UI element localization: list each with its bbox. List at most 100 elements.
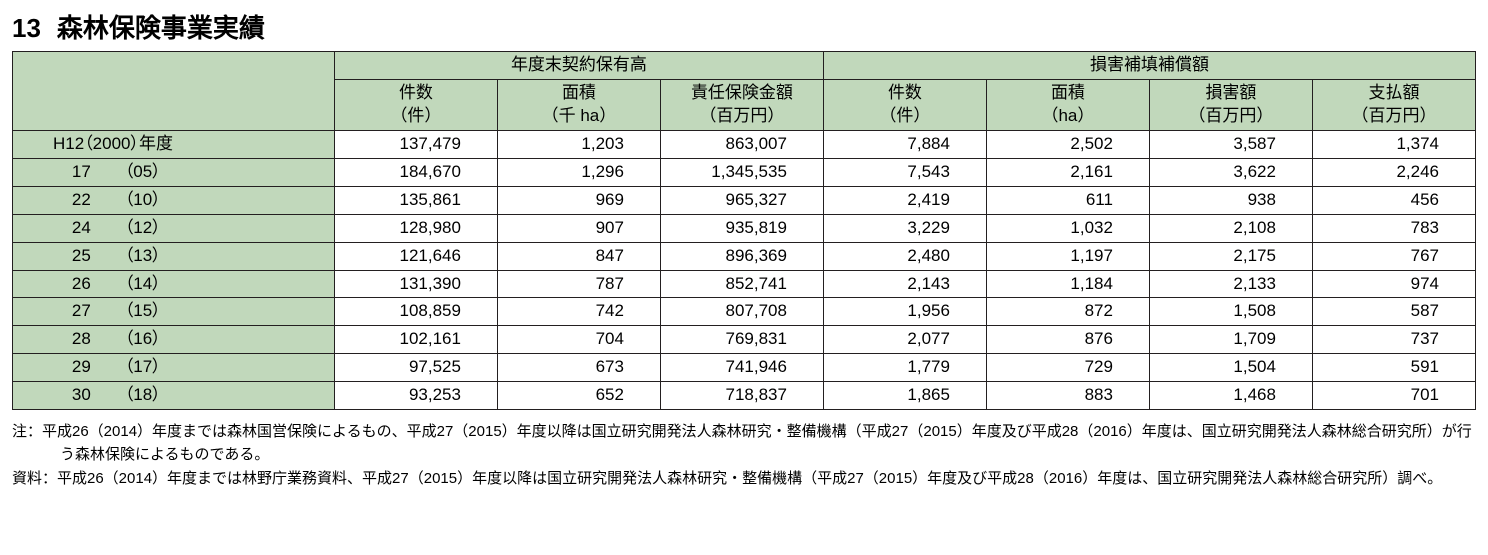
data-cell: 3,587: [1149, 130, 1312, 158]
year-label: 26 （14）: [13, 270, 335, 298]
data-cell: 1,197: [986, 242, 1149, 270]
data-cell: 2,161: [986, 158, 1149, 186]
col-header-label: 面積: [562, 83, 596, 102]
col-header-2: 責任保険金額（百万円）: [660, 79, 823, 130]
data-cell: 108,859: [334, 298, 497, 326]
year-label: 17 （05）: [13, 158, 335, 186]
data-cell: 935,819: [660, 214, 823, 242]
data-cell: 121,646: [334, 242, 497, 270]
data-cell: 93,253: [334, 382, 497, 410]
col-header-unit: （件）: [341, 105, 491, 128]
data-cell: 1,345,535: [660, 158, 823, 186]
table-row: 27 （15）108,859742807,7081,9568721,508587: [13, 298, 1476, 326]
year-label: 29 （17）: [13, 354, 335, 382]
data-cell: 1,184: [986, 270, 1149, 298]
year-label: 30 （18）: [13, 382, 335, 410]
data-cell: 741,946: [660, 354, 823, 382]
data-cell: 883: [986, 382, 1149, 410]
data-cell: 2,108: [1149, 214, 1312, 242]
data-cell: 673: [497, 354, 660, 382]
table-row: 25 （13）121,646847896,3692,4801,1972,1757…: [13, 242, 1476, 270]
data-cell: 742: [497, 298, 660, 326]
data-cell: 907: [497, 214, 660, 242]
year-label: 27 （15）: [13, 298, 335, 326]
data-cell: 611: [986, 186, 1149, 214]
data-cell: 701: [1312, 382, 1475, 410]
table-row: H12（2000）年度137,4791,203863,0077,8842,502…: [13, 130, 1476, 158]
table-row: 24 （12）128,980907935,8193,2291,0322,1087…: [13, 214, 1476, 242]
data-cell: 2,480: [823, 242, 986, 270]
data-cell: 872: [986, 298, 1149, 326]
data-cell: 591: [1312, 354, 1475, 382]
col-header-unit: （ha）: [993, 105, 1143, 128]
year-label: 28 （16）: [13, 326, 335, 354]
data-cell: 1,508: [1149, 298, 1312, 326]
data-cell: 137,479: [334, 130, 497, 158]
col-header-unit: （件）: [830, 105, 980, 128]
col-header-label: 支払額: [1368, 83, 1419, 102]
data-cell: 1,032: [986, 214, 1149, 242]
data-cell: 128,980: [334, 214, 497, 242]
data-cell: 1,468: [1149, 382, 1312, 410]
data-cell: 587: [1312, 298, 1475, 326]
data-cell: 852,741: [660, 270, 823, 298]
table-row: 22 （10）135,861969965,3272,419611938456: [13, 186, 1476, 214]
col-header-label: 件数: [888, 83, 922, 102]
data-cell: 3,229: [823, 214, 986, 242]
data-cell: 974: [1312, 270, 1475, 298]
data-cell: 769,831: [660, 326, 823, 354]
footnotes: 注：平成26（2014）年度までは森林国営保険によるもの、平成27（2015）年…: [12, 420, 1476, 490]
col-header-5: 損害額（百万円）: [1149, 79, 1312, 130]
data-cell: 718,837: [660, 382, 823, 410]
data-cell: 184,670: [334, 158, 497, 186]
data-cell: 969: [497, 186, 660, 214]
data-cell: 3,622: [1149, 158, 1312, 186]
data-table: 年度末契約保有高 損害補填補償額 件数 （件） 面積 （千 ha） 責任保険金額（百万円…: [12, 51, 1476, 410]
data-cell: 2,175: [1149, 242, 1312, 270]
col-header-unit: （百万円）: [667, 105, 817, 128]
col-header-0: 件数 （件）: [334, 79, 497, 130]
data-cell: 2,246: [1312, 158, 1475, 186]
data-cell: 2,143: [823, 270, 986, 298]
col-header-label: 面積: [1051, 83, 1085, 102]
col-header-unit: （千 ha）: [504, 105, 654, 128]
data-cell: 1,296: [497, 158, 660, 186]
table-row: 26 （14）131,390787852,7412,1431,1842,1339…: [13, 270, 1476, 298]
col-header-unit: （百万円）: [1156, 105, 1306, 128]
data-cell: 807,708: [660, 298, 823, 326]
col-header-3: 件数 （件）: [823, 79, 986, 130]
title-number: 13: [12, 13, 41, 43]
data-cell: 1,709: [1149, 326, 1312, 354]
col-header-1: 面積 （千 ha）: [497, 79, 660, 130]
data-cell: 131,390: [334, 270, 497, 298]
data-cell: 783: [1312, 214, 1475, 242]
data-cell: 847: [497, 242, 660, 270]
data-cell: 896,369: [660, 242, 823, 270]
data-cell: 863,007: [660, 130, 823, 158]
year-label: 24 （12）: [13, 214, 335, 242]
data-cell: 876: [986, 326, 1149, 354]
col-header-label: 件数: [399, 83, 433, 102]
table-row: 17 （05）184,6701,2961,345,5357,5432,1613,…: [13, 158, 1476, 186]
data-cell: 1,865: [823, 382, 986, 410]
note-2: 資料：平成26（2014）年度までは林野庁業務資料、平成27（2015）年度以降…: [12, 467, 1476, 490]
data-cell: 1,374: [1312, 130, 1475, 158]
title-text: 森林保険事業実績: [57, 13, 265, 43]
data-cell: 729: [986, 354, 1149, 382]
data-cell: 1,504: [1149, 354, 1312, 382]
group-header-1: 年度末契約保有高: [334, 52, 823, 80]
data-cell: 737: [1312, 326, 1475, 354]
corner-header: [13, 52, 335, 131]
data-cell: 965,327: [660, 186, 823, 214]
data-cell: 2,502: [986, 130, 1149, 158]
data-cell: 102,161: [334, 326, 497, 354]
table-row: 29 （17）97,525673741,9461,7797291,504591: [13, 354, 1476, 382]
data-cell: 97,525: [334, 354, 497, 382]
col-header-unit: （百万円）: [1319, 105, 1469, 128]
data-cell: 1,779: [823, 354, 986, 382]
table-row: 28 （16）102,161704769,8312,0778761,709737: [13, 326, 1476, 354]
data-cell: 787: [497, 270, 660, 298]
group-header-2: 損害補填補償額: [823, 52, 1475, 80]
data-cell: 2,133: [1149, 270, 1312, 298]
year-label: 25 （13）: [13, 242, 335, 270]
